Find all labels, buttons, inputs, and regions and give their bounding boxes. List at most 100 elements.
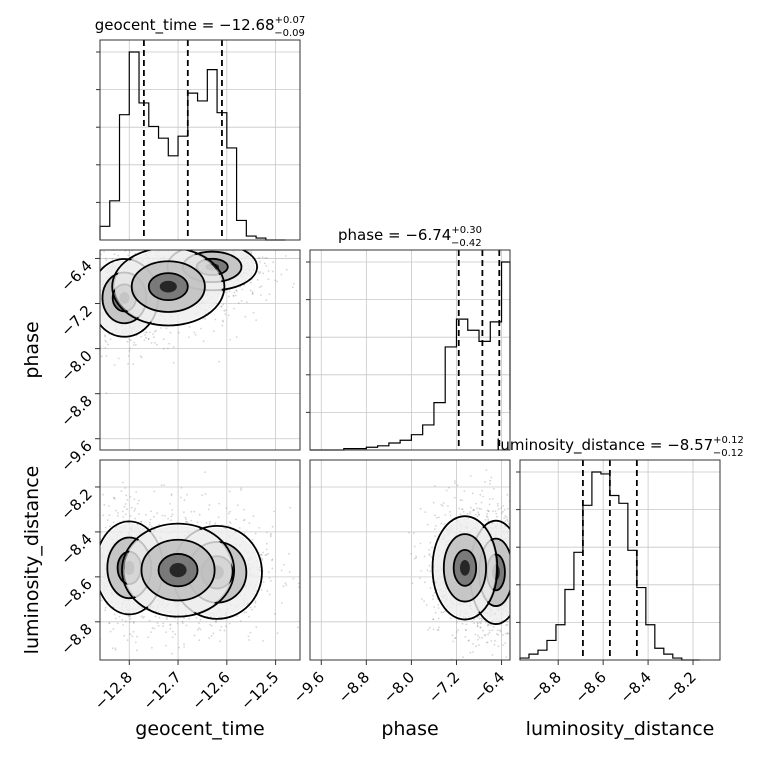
- sample-point: [80, 571, 82, 573]
- sample-point: [127, 254, 130, 257]
- sample-point: [486, 513, 489, 515]
- sample-point: [466, 512, 469, 515]
- sample-point: [94, 525, 96, 527]
- sample-point: [419, 542, 422, 545]
- sample-point: [532, 591, 534, 593]
- sample-point: [269, 535, 272, 538]
- sample-point: [81, 291, 83, 293]
- sample-point: [220, 305, 223, 307]
- sample-point: [491, 498, 494, 500]
- sample-point: [512, 519, 514, 521]
- sample-point: [511, 600, 513, 602]
- sample-point: [130, 506, 133, 509]
- x-tick-label: −12.8: [91, 668, 136, 713]
- sample-point: [193, 634, 196, 637]
- sample-point: [250, 250, 253, 253]
- sample-point: [257, 271, 260, 273]
- sample-point: [90, 563, 92, 565]
- sample-point: [266, 256, 268, 259]
- sample-point: [92, 571, 94, 573]
- sample-point: [149, 331, 151, 334]
- sample-point: [513, 577, 515, 579]
- sample-point: [537, 542, 539, 544]
- sample-point: [271, 559, 273, 562]
- sample-point: [510, 607, 512, 609]
- sample-point: [500, 512, 503, 514]
- sample-point: [183, 511, 185, 513]
- sample-point: [222, 320, 225, 323]
- sample-point: [124, 487, 127, 489]
- sample-point: [249, 631, 252, 634]
- sample-point: [528, 573, 530, 575]
- sample-point: [262, 272, 265, 275]
- scatter-panel-geocent_time-phase: [80, 237, 301, 451]
- sample-point: [170, 493, 173, 495]
- sample-point: [513, 557, 515, 559]
- sample-point: [223, 237, 225, 239]
- sample-point: [166, 616, 168, 619]
- sample-point: [169, 624, 171, 626]
- sample-point: [534, 625, 536, 627]
- sample-point: [522, 613, 524, 615]
- sample-point: [102, 493, 104, 496]
- sample-point: [482, 495, 485, 498]
- sample-point: [487, 633, 489, 636]
- sample-point: [148, 523, 151, 526]
- sample-point: [496, 515, 498, 518]
- sample-point: [535, 641, 537, 643]
- sample-point: [241, 288, 244, 291]
- sample-point: [184, 247, 186, 249]
- contour-line: [130, 260, 206, 313]
- sample-point: [144, 331, 147, 334]
- panel-frame: [309, 249, 511, 451]
- sample-point: [513, 534, 515, 536]
- sample-point: [169, 237, 171, 239]
- sample-point: [536, 612, 538, 614]
- sample-point: [490, 640, 493, 642]
- sample-point: [468, 639, 470, 642]
- sample-point: [87, 600, 89, 602]
- sample-point: [526, 550, 528, 552]
- sample-point: [518, 596, 520, 598]
- sample-point: [80, 334, 82, 336]
- title-geocent_time: geocent_time = −12.68+0.07 −0.09: [95, 15, 305, 39]
- sample-point: [121, 619, 124, 621]
- x-tick-label: −8.2: [661, 668, 699, 706]
- sample-point: [432, 501, 435, 504]
- sample-point: [102, 514, 105, 517]
- sample-point: [254, 532, 257, 535]
- sample-point: [482, 629, 484, 632]
- title-minus: −0.12: [713, 448, 744, 459]
- sample-point: [516, 625, 518, 627]
- sample-point: [88, 290, 90, 292]
- sample-point: [204, 471, 206, 473]
- y-tick-label: −8.2: [57, 485, 95, 523]
- sample-point: [188, 325, 191, 328]
- sample-point: [153, 515, 155, 518]
- sample-point: [114, 647, 117, 650]
- sample-point: [158, 616, 161, 619]
- sample-point: [255, 626, 258, 629]
- sample-point: [129, 615, 132, 618]
- x-axis-label-luminosity_distance: luminosity_distance: [526, 718, 715, 740]
- sample-point: [237, 302, 240, 305]
- sample-point: [165, 243, 167, 245]
- sample-point: [93, 300, 95, 302]
- sample-point: [256, 279, 259, 281]
- sample-point: [229, 510, 232, 513]
- sample-point: [85, 565, 87, 567]
- sample-point: [104, 347, 107, 349]
- sample-point: [535, 531, 537, 533]
- x-tick-label: −8.4: [616, 668, 654, 706]
- scatter-points: [80, 237, 295, 395]
- sample-point: [271, 567, 274, 570]
- sample-point: [273, 613, 276, 615]
- sample-point: [86, 327, 88, 329]
- sample-point: [96, 570, 98, 572]
- sample-point: [112, 521, 115, 524]
- sample-point: [412, 532, 415, 535]
- sample-point: [162, 347, 165, 350]
- sample-point: [181, 622, 184, 625]
- sample-point: [95, 580, 97, 582]
- sample-point: [200, 327, 202, 330]
